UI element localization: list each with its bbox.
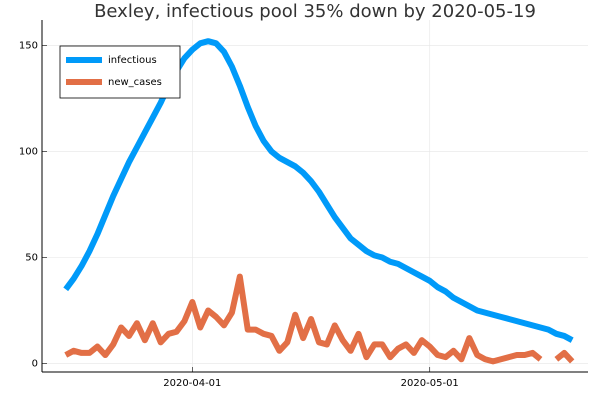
legend-label: infectious [108, 55, 157, 66]
legend-label: new_cases [108, 77, 162, 88]
line-infectious [63, 38, 574, 343]
chart-title: Bexley, infectious pool 35% down by 2020… [94, 1, 536, 22]
y-tick-label: 150 [19, 40, 38, 51]
line-new-cases [64, 273, 575, 365]
x-tick-label: 2020-05-01 [401, 378, 459, 389]
y-tick-label: 100 [19, 146, 38, 157]
legend-box [59, 45, 181, 99]
y-tick-label: 0 [32, 359, 38, 370]
y-tick-label: 50 [25, 252, 38, 263]
x-tick-label: 2020-04-01 [163, 378, 221, 389]
